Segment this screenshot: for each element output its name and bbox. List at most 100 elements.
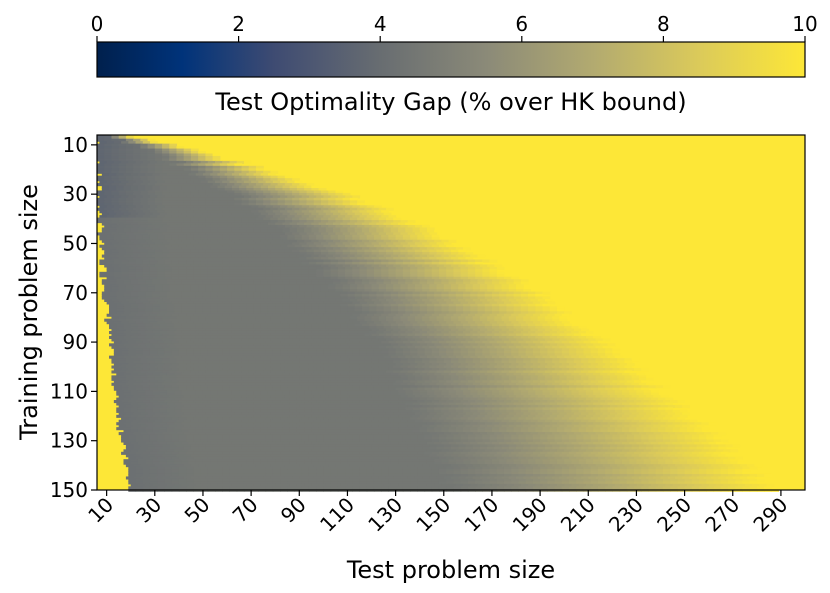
heatmap-cell: [188, 303, 197, 307]
heatmap-cell: [289, 281, 298, 285]
heatmap-cell: [458, 286, 467, 290]
heatmap-cell: [345, 205, 353, 209]
heatmap-cell: [328, 220, 336, 224]
heatmap-cell: [395, 244, 404, 248]
heatmap-cell: [113, 266, 122, 270]
heatmap-cell: [369, 291, 377, 295]
heatmap-cell: [248, 217, 257, 221]
heatmap-cell: [109, 229, 117, 233]
heatmap-cell: [234, 170, 243, 174]
heatmap-cell: [111, 183, 120, 187]
heatmap-cell: [97, 136, 105, 140]
heatmap-cell: [174, 173, 182, 177]
heatmap-cell: [186, 205, 194, 209]
heatmap-cell: [219, 178, 228, 182]
heatmap-cell: [186, 215, 194, 219]
heatmap-cell: [313, 249, 322, 253]
heatmap-cell: [255, 190, 264, 194]
heatmap-cell: [229, 274, 238, 278]
heatmap-cell: [140, 183, 149, 187]
heatmap-cell: [181, 306, 190, 310]
heatmap-cell: [147, 232, 156, 236]
heatmap-cell: [436, 286, 445, 290]
heatmap-cell: [289, 227, 298, 231]
heatmap-cell: [535, 308, 544, 312]
heatmap-cell: [280, 195, 288, 199]
heatmap-cell: [104, 284, 113, 288]
heatmap-cell: [294, 215, 303, 219]
heatmap-cell: [354, 227, 363, 231]
heatmap-cell: [212, 153, 221, 157]
heatmap-cell: [313, 232, 322, 236]
heatmap-cell: [299, 183, 308, 187]
heatmap-cell: [130, 254, 139, 258]
heatmap-cell: [142, 195, 151, 199]
heatmap-cell: [215, 301, 223, 305]
heatmap-cell: [224, 279, 233, 283]
heatmap-cell: [272, 313, 281, 317]
heatmap-cell: [159, 222, 168, 226]
heatmap-cell: [164, 160, 173, 164]
heatmap-cell: [388, 259, 397, 263]
heatmap-cell: [270, 220, 279, 224]
heatmap-cell: [101, 173, 110, 177]
heatmap-cell: [137, 294, 146, 298]
heatmap-cell: [125, 190, 134, 194]
heatmap-cell: [287, 276, 296, 280]
heatmap-cell: [282, 281, 291, 285]
heatmap-cell: [270, 298, 279, 303]
heatmap-cell: [154, 170, 163, 174]
heatmap-cell: [113, 195, 122, 199]
heatmap-cell: [128, 180, 137, 184]
heatmap-cell: [337, 244, 346, 248]
heatmap-cell: [516, 284, 524, 288]
heatmap-cell: [231, 296, 240, 300]
heatmap-cell: [381, 276, 389, 280]
heatmap-cell: [323, 234, 332, 238]
heatmap-cell: [289, 229, 298, 233]
heatmap-cell: [513, 281, 522, 285]
heatmap-cell: [234, 197, 243, 201]
heatmap-cell: [154, 249, 163, 253]
heatmap-cell: [123, 222, 132, 226]
heatmap-cell: [121, 141, 129, 145]
heatmap-cell: [121, 237, 129, 241]
heatmap-cell: [202, 254, 211, 258]
heatmap-cell: [333, 291, 341, 295]
heatmap-cell: [99, 195, 108, 199]
heatmap-cell: [402, 259, 411, 263]
heatmap-cell: [494, 264, 503, 268]
heatmap-cell: [135, 210, 144, 214]
heatmap-cell: [133, 165, 141, 169]
heatmap-cell: [248, 220, 257, 224]
heatmap-cell: [313, 252, 322, 256]
heatmap-cell: [99, 215, 108, 219]
heatmap-cell: [458, 264, 467, 268]
heatmap-cell: [193, 195, 202, 199]
heatmap-cell: [405, 303, 414, 307]
heatmap-cell: [118, 153, 127, 157]
heatmap-cell: [482, 301, 491, 305]
heatmap-cell: [147, 197, 156, 201]
heatmap-cell: [349, 252, 358, 256]
heatmap-cell: [306, 200, 315, 204]
heatmap-cell: [116, 294, 125, 298]
heatmap-cell: [265, 237, 274, 241]
heatmap-cell: [190, 192, 199, 196]
heatmap-cell: [219, 207, 228, 211]
heatmap-cell: [373, 210, 382, 214]
colorbar-tick-label: 4: [374, 12, 387, 36]
heatmap-cell: [202, 222, 211, 226]
heatmap-cell: [352, 274, 361, 278]
heatmap-cell: [385, 264, 394, 268]
heatmap-cell: [118, 217, 127, 221]
heatmap-cell: [460, 269, 469, 273]
heatmap-cell: [246, 279, 255, 283]
heatmap-cell: [270, 249, 279, 253]
heatmap-cell: [183, 217, 192, 221]
heatmap-cell: [113, 244, 122, 248]
heatmap-cell: [277, 289, 286, 293]
heatmap-cell: [426, 303, 435, 307]
heatmap-cell: [121, 160, 129, 164]
heatmap-cell: [431, 234, 440, 238]
